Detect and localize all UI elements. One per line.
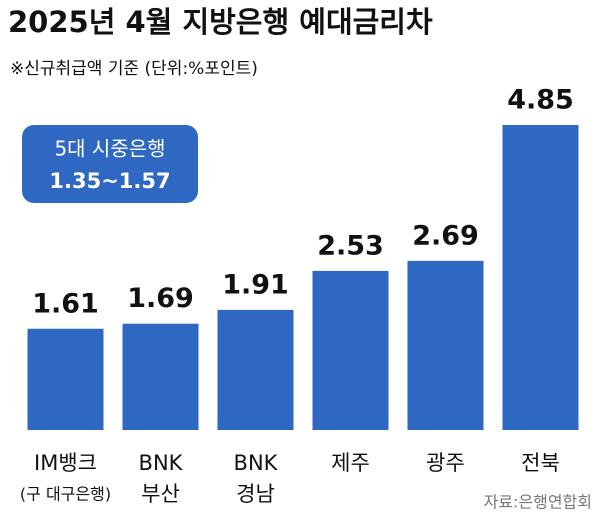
annotation-text: 5대 시중은행 [54, 137, 165, 161]
chart-subtitle: ※신규취급액 기준 (단위:%포인트) [10, 59, 258, 79]
annotation-text: 1.35~1.57 [49, 169, 170, 193]
value-label: 1.91 [222, 269, 289, 300]
x-tick-label: BNK [234, 451, 279, 475]
bar [27, 328, 104, 430]
bar [312, 270, 389, 430]
x-tick-label: BNK [139, 451, 184, 475]
value-label: 2.53 [317, 230, 384, 261]
x-tick-label: 전북 [521, 451, 560, 475]
bar [217, 309, 294, 430]
x-tick-label: 부산 [141, 482, 180, 506]
x-tick-label: IM뱅크 [34, 451, 97, 475]
value-label: 1.69 [127, 283, 194, 314]
x-tick-label: 광주 [426, 451, 465, 475]
x-tick-label: (구 대구은행) [20, 485, 111, 504]
bar [407, 260, 484, 430]
source: 자료:은행연합회 [484, 493, 592, 512]
x-tick-label: 경남 [236, 482, 275, 506]
bar [122, 323, 199, 430]
bar [502, 125, 579, 430]
annotation-box [22, 125, 198, 203]
value-label: 1.61 [32, 288, 99, 319]
chart-title: 2025년 4월 지방은행 예대금리차 [8, 5, 433, 39]
x-tick-label: 제주 [331, 451, 370, 475]
value-label: 2.69 [412, 220, 479, 251]
value-label: 4.85 [507, 85, 574, 116]
